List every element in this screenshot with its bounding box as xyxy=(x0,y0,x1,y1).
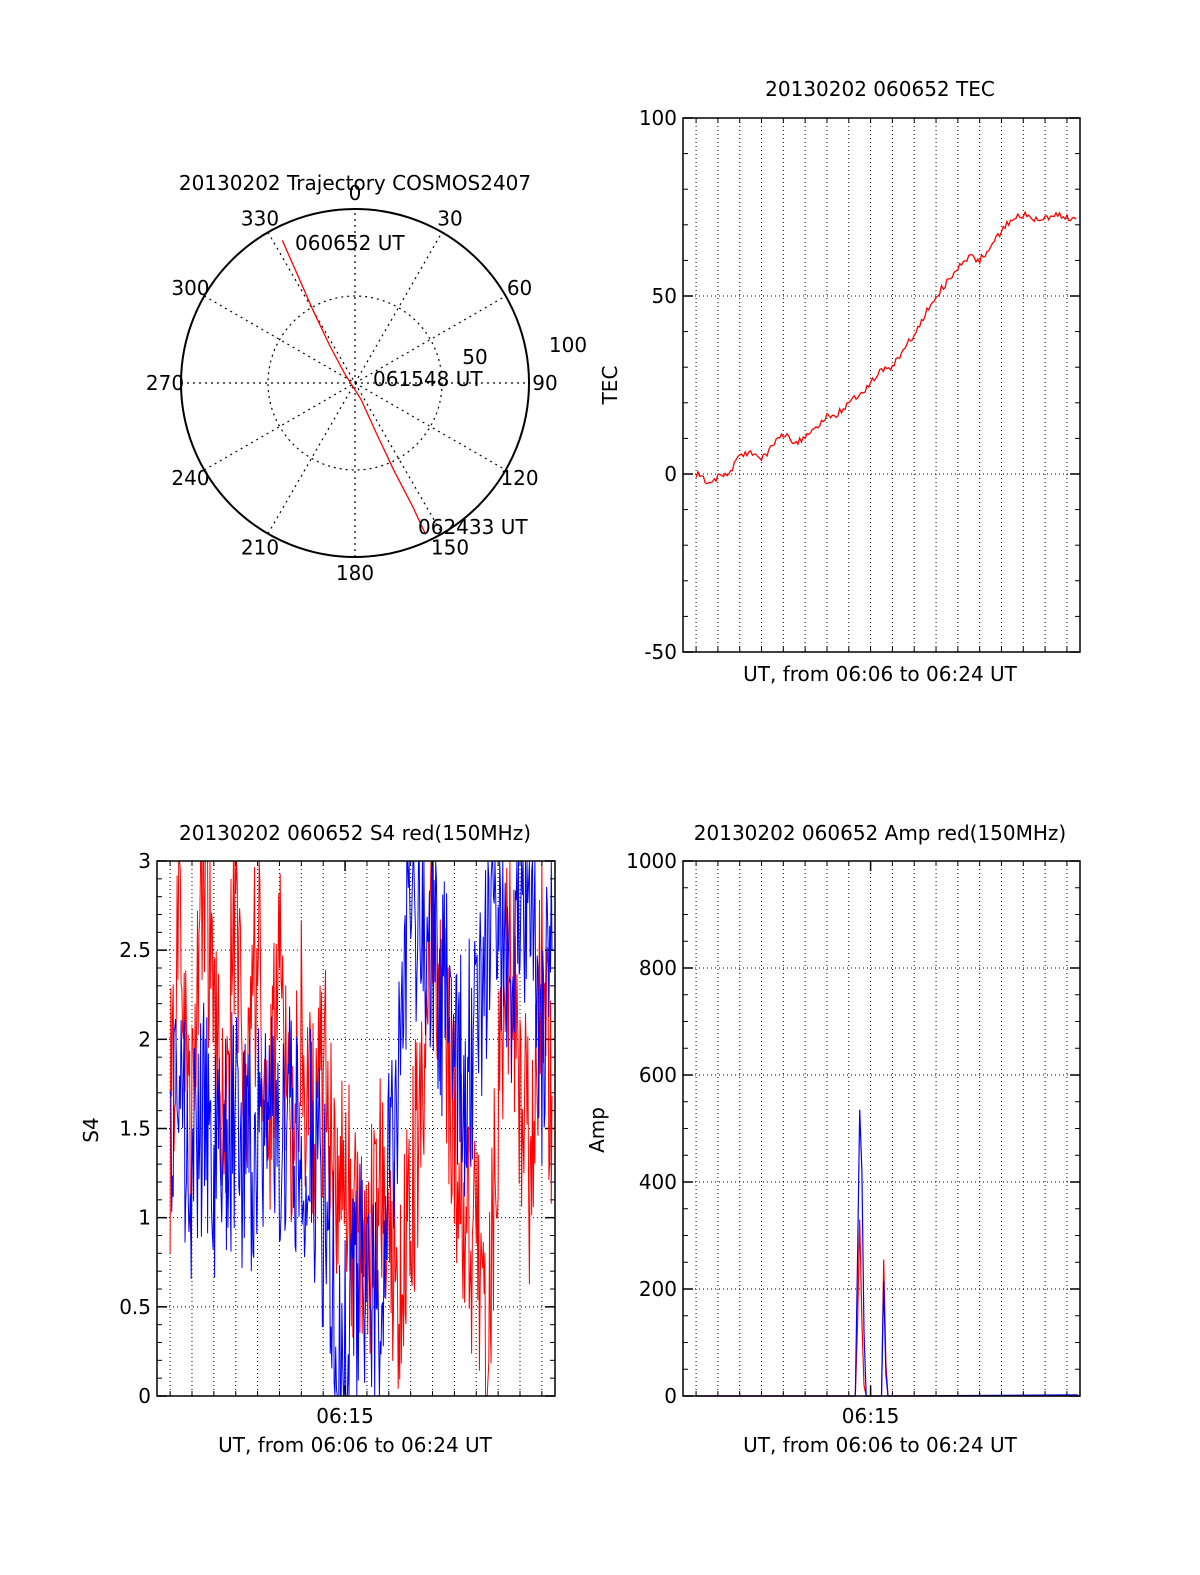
polar-angle-label: 300 xyxy=(171,276,209,300)
polar-radial-label-100: 100 xyxy=(549,333,587,357)
y-tick-label: 200 xyxy=(639,1277,677,1301)
x-tick-label: 06:15 xyxy=(842,1404,900,1428)
tec-title: 20130202 060652 TEC xyxy=(765,77,995,101)
s4-x-axis-label: UT, from 06:06 to 06:24 UT xyxy=(218,1433,493,1457)
polar-angle-label: 330 xyxy=(241,206,279,230)
trajectory-end-label: 062433 UT xyxy=(418,515,528,539)
plot-frame xyxy=(682,860,1081,1397)
series-line-1 xyxy=(695,210,1077,485)
y-tick-label: 100 xyxy=(639,106,677,130)
series-line-2 xyxy=(696,1109,1078,1397)
y-tick-label: 0.5 xyxy=(119,1295,151,1319)
polar-angle-label: 240 xyxy=(171,466,209,490)
s4-panel: 20130202 060652 S4 red(150MHz) 0 0.5 1 1.5 2… xyxy=(79,821,556,1457)
series-line-2 xyxy=(169,860,553,1397)
y-tick-label: 1000 xyxy=(626,849,677,873)
y-tick-label: 2 xyxy=(138,1027,151,1051)
y-tick-label: 600 xyxy=(639,1063,677,1087)
y-tick-label: 3 xyxy=(138,849,151,873)
amp-panel: 20130202 060652 Amp red(150MHz) 0 200 400 6… xyxy=(585,821,1081,1457)
amp-x-axis-label: UT, from 06:06 to 06:24 UT xyxy=(743,1433,1018,1457)
trajectory-mid-label: 061548 UT xyxy=(373,367,483,391)
polar-angle-labels: 0 30 60 90 120 150 180 210 240 270 300 330 xyxy=(146,181,558,585)
tec-plot-area: -50 0 50 100 xyxy=(639,106,1081,664)
s4-plot-area: 0 0.5 1 1.5 2 2.5 3 06:15 xyxy=(119,849,556,1428)
x-tick-label: 06:15 xyxy=(316,1404,374,1428)
polar-angle-label: 270 xyxy=(146,371,184,395)
y-tick-label: 0 xyxy=(664,462,677,486)
polar-angle-label: 210 xyxy=(241,536,279,560)
polar-angle-label: 120 xyxy=(500,466,538,490)
polar-title: 20130202 Trajectory COSMOS2407 xyxy=(179,171,531,195)
amp-plot-area: 0 200 400 600 800 1000 06:15 xyxy=(626,849,1081,1428)
plot-frame xyxy=(156,860,556,1397)
plot-frame xyxy=(682,117,1081,653)
polar-spoke xyxy=(267,232,443,534)
trajectory-start-label: 060652 UT xyxy=(295,231,405,255)
polar-outer-ring xyxy=(180,208,530,558)
polar-radial-label-50: 50 xyxy=(462,345,487,369)
s4-y-axis-label: S4 xyxy=(79,1117,103,1142)
polar-inner-ring xyxy=(267,295,443,471)
y-tick-label: 800 xyxy=(639,956,677,980)
s4-title: 20130202 060652 S4 red(150MHz) xyxy=(179,821,531,845)
y-tick-label: 1.5 xyxy=(119,1117,151,1141)
amp-y-axis-label: Amp xyxy=(585,1107,609,1153)
trajectory-line xyxy=(281,240,427,535)
tec-x-axis-label: UT, from 06:06 to 06:24 UT xyxy=(743,662,1018,686)
polar-panel: 20130202 Trajectory COSMOS2407 0 30 60 90 12… xyxy=(146,171,587,585)
y-tick-label: 50 xyxy=(652,284,677,308)
y-tick-label: 400 xyxy=(639,1170,677,1194)
polar-angle-label: 150 xyxy=(431,536,469,560)
polar-trajectory xyxy=(281,240,427,535)
polar-angle-label: 90 xyxy=(532,371,557,395)
tec-y-axis-label: TEC xyxy=(598,366,622,406)
polar-angle-label: 30 xyxy=(437,206,462,230)
y-tick-label: 1 xyxy=(138,1206,151,1230)
tec-panel: 20130202 060652 TEC -50 0 50 100 UT, from 0… xyxy=(598,77,1081,686)
polar-angle-label: 180 xyxy=(336,561,374,585)
polar-angle-label: 60 xyxy=(507,276,532,300)
y-tick-label: -50 xyxy=(644,640,677,664)
series-line-1 xyxy=(169,860,553,1397)
y-tick-label: 0 xyxy=(138,1384,151,1408)
amp-title: 20130202 060652 Amp red(150MHz) xyxy=(694,821,1066,845)
polar-grid xyxy=(181,209,529,557)
y-tick-label: 0 xyxy=(664,1384,677,1408)
y-tick-label: 2.5 xyxy=(119,938,151,962)
polar-angle-label: 0 xyxy=(349,181,362,205)
